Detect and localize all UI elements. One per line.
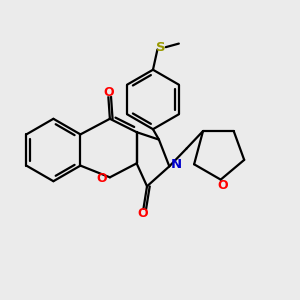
Text: N: N [170, 158, 182, 171]
Text: O: O [97, 172, 107, 185]
Text: O: O [104, 86, 114, 99]
Text: O: O [137, 207, 148, 220]
Text: O: O [218, 179, 228, 192]
Text: S: S [156, 41, 166, 54]
